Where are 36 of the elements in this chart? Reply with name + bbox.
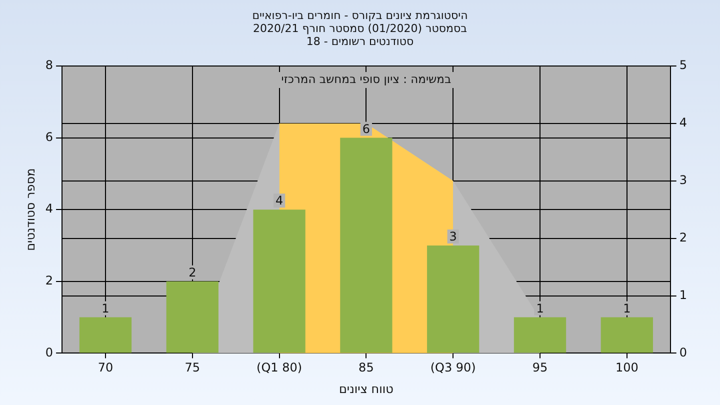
- bar: [427, 246, 480, 353]
- y2-tick-label: 5: [679, 58, 688, 72]
- y-tick-label: 6: [45, 130, 54, 144]
- x-tick-label: 95: [532, 360, 548, 375]
- y-tick-label: 8: [45, 58, 54, 72]
- chart-title: היסטוגרמת ציונים בקורס - חומרים ביו-רפואיים בסמסטר (01/2020) סמסטר חורף 2020/21 סטודנטים רשומים - 18: [251, 9, 469, 48]
- y-axis-title: מספר סטודנטים: [23, 168, 38, 251]
- x-tick-label: (Q1 80): [256, 360, 302, 375]
- data-label: 1: [536, 301, 544, 316]
- bar: [600, 317, 653, 353]
- data-label: 3: [449, 230, 457, 244]
- x-tick-label: 75: [184, 360, 200, 375]
- x-tick-label: 100: [615, 360, 638, 375]
- y-tick-label: 2: [45, 274, 54, 288]
- data-label: 2: [188, 266, 196, 280]
- bar: [514, 317, 566, 353]
- annotation: במשימה : ציון סופי במחשב המרכזי: [281, 72, 452, 86]
- y-tick-label: 4: [45, 202, 54, 216]
- x-tick-label: 70: [98, 360, 114, 375]
- x-tick-label: 85: [358, 360, 374, 375]
- y-tick-label: 0: [45, 345, 54, 360]
- bar: [166, 281, 218, 353]
- bar: [79, 317, 132, 353]
- y2-tick-label: 3: [679, 173, 688, 188]
- x-axis-title: טווח ציונים: [338, 382, 394, 396]
- y2-tick-label: 2: [679, 230, 688, 244]
- x-tick-label: (Q3 90): [430, 360, 476, 375]
- y2-tick-label: 4: [679, 116, 688, 130]
- data-label: 6: [362, 122, 370, 136]
- y2-tick-label: 1: [679, 288, 688, 302]
- bar: [340, 138, 392, 353]
- data-label: 1: [623, 301, 631, 316]
- bar: [253, 210, 306, 353]
- y2-tick-label: 0: [679, 345, 688, 360]
- data-label: 4: [275, 194, 284, 208]
- data-label: 1: [102, 301, 110, 316]
